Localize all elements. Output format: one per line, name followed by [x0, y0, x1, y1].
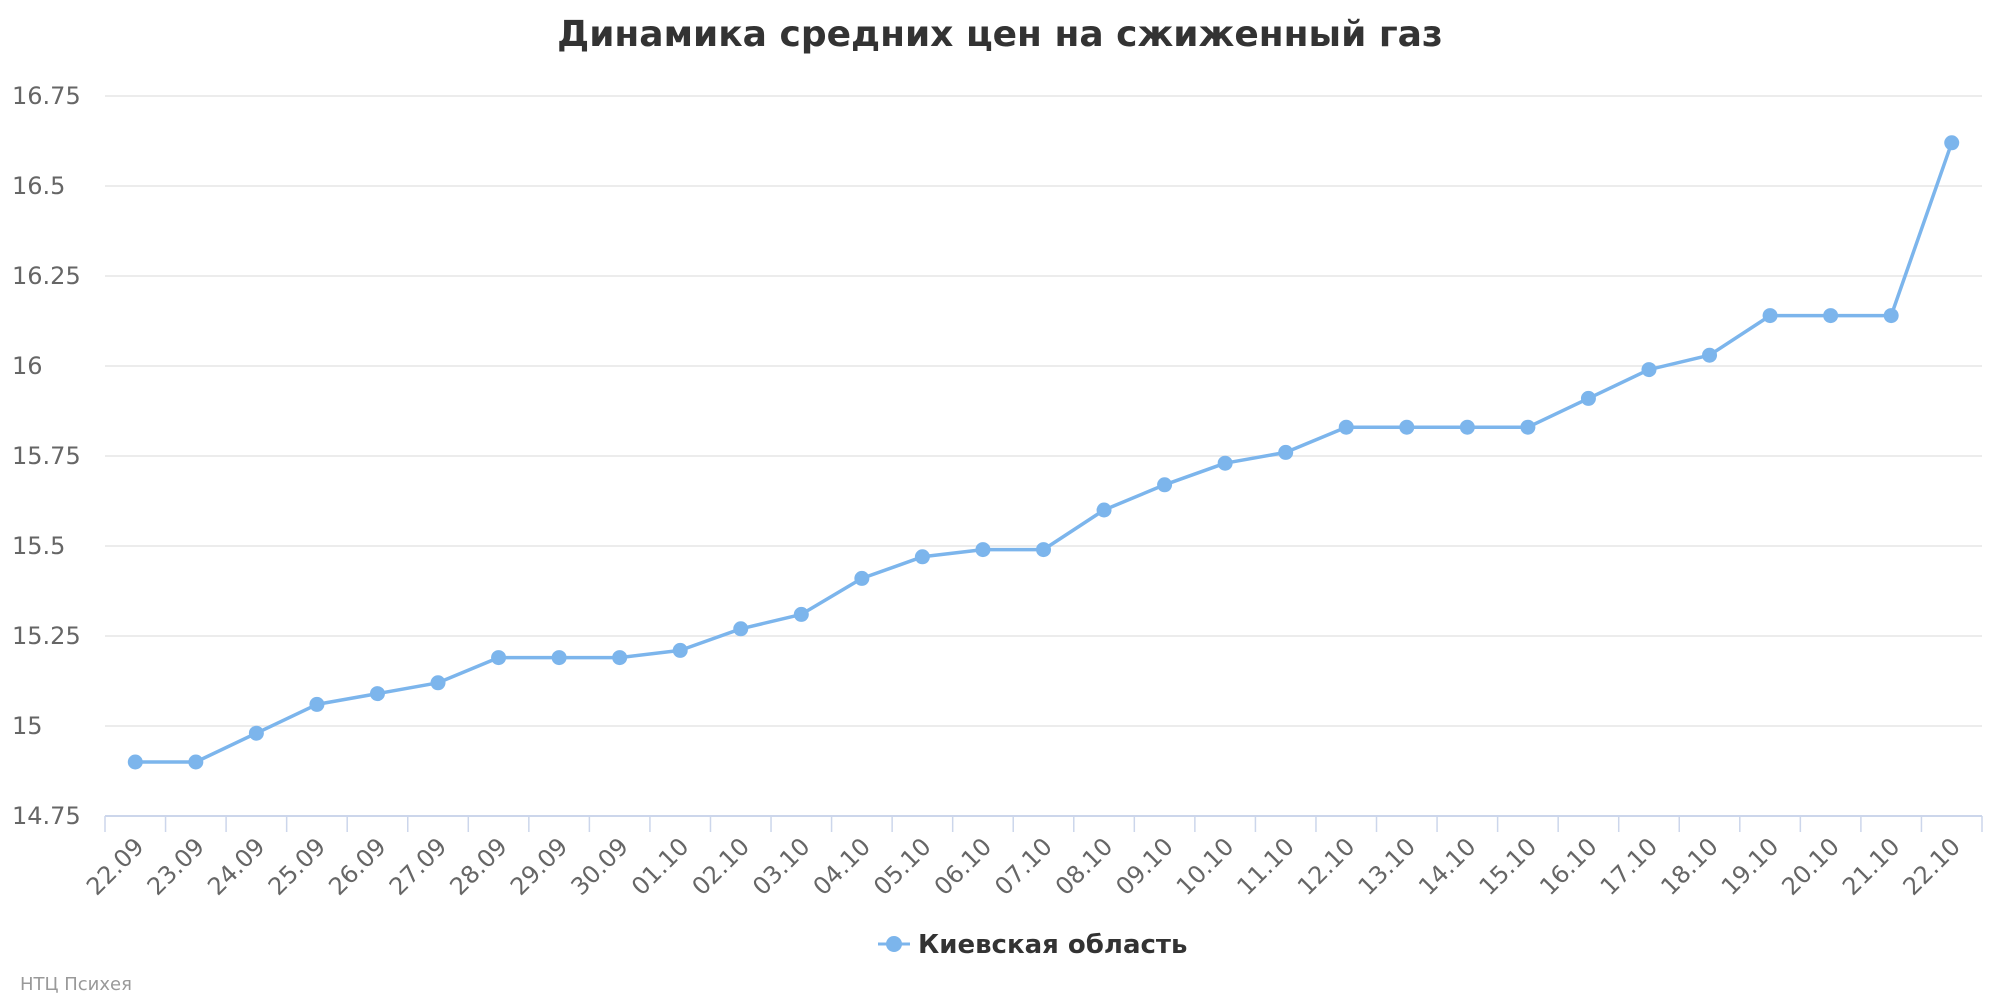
credit-text[interactable]: НТЦ Психея	[20, 974, 132, 995]
data-point[interactable]	[733, 621, 749, 637]
data-point[interactable]	[793, 606, 809, 622]
y-tick-label: 14.75	[12, 802, 81, 830]
data-point[interactable]	[1944, 135, 1960, 151]
data-point[interactable]	[1157, 477, 1173, 493]
x-tick-label: 21.10	[1837, 832, 1905, 900]
y-tick-label: 15.75	[12, 442, 81, 470]
x-tick-label: 22.09	[81, 832, 149, 900]
series-kiev-oblast	[127, 135, 1960, 770]
y-tick-label: 16	[12, 352, 43, 380]
data-point[interactable]	[551, 650, 567, 666]
x-tick-label: 13.10	[1353, 832, 1421, 900]
x-tick-label: 22.10	[1898, 832, 1966, 900]
x-tick-label: 10.10	[1171, 832, 1239, 900]
x-tick-label: 06.10	[929, 832, 997, 900]
data-point[interactable]	[1278, 444, 1294, 460]
data-point[interactable]	[127, 754, 143, 770]
x-tick-label: 30.09	[566, 832, 634, 900]
x-tick-label: 12.10	[1292, 832, 1360, 900]
chart-title: Динамика средних цен на сжиженный газ	[557, 14, 1443, 55]
data-point[interactable]	[1459, 419, 1475, 435]
data-point[interactable]	[1883, 308, 1899, 324]
data-point[interactable]	[430, 675, 446, 691]
x-tick-label: 17.10	[1595, 832, 1663, 900]
grid-lines	[105, 95, 1982, 727]
series-line	[135, 142, 1954, 764]
data-point[interactable]	[1823, 308, 1839, 324]
y-tick-label: 15.25	[12, 622, 81, 650]
y-axis-tick-labels: 14.75 15 15.25 15.5 15.75 16 16.25 16.5 16.75	[12, 82, 81, 830]
data-point[interactable]	[1036, 542, 1051, 558]
x-tick-label: 29.09	[505, 832, 573, 900]
x-tick-label: 19.10	[1716, 832, 1784, 900]
data-point[interactable]	[369, 686, 385, 702]
y-tick-label: 16.5	[12, 172, 65, 200]
x-axis	[104, 815, 1983, 832]
data-point[interactable]	[672, 642, 688, 658]
x-axis-tick-labels: 22.0923.0924.0925.0926.0927.0928.0929.09…	[81, 832, 1966, 900]
legend[interactable]: Киевская область	[878, 930, 1187, 960]
legend-marker-icon	[886, 936, 902, 952]
x-tick-label: 25.09	[263, 832, 331, 900]
data-point[interactable]	[1217, 455, 1233, 471]
x-tick-label: 05.10	[868, 832, 936, 900]
x-tick-label: 08.10	[1050, 832, 1118, 900]
data-point[interactable]	[1096, 502, 1112, 518]
x-tick-label: 16.10	[1534, 832, 1602, 900]
data-point[interactable]	[309, 696, 325, 712]
y-tick-label: 16.25	[12, 262, 81, 290]
data-point[interactable]	[1338, 419, 1354, 435]
data-point[interactable]	[1702, 347, 1718, 363]
x-tick-label: 18.10	[1655, 832, 1723, 900]
x-tick-label: 04.10	[808, 832, 876, 900]
x-tick-label: 03.10	[747, 832, 815, 900]
legend-series-name: Киевская область	[918, 930, 1187, 960]
data-point[interactable]	[248, 725, 264, 741]
data-point[interactable]	[1641, 362, 1657, 378]
data-point[interactable]	[1762, 308, 1778, 324]
data-point[interactable]	[1399, 419, 1415, 435]
y-tick-label: 15	[12, 712, 43, 740]
x-tick-label: 24.09	[202, 832, 270, 900]
x-tick-label: 09.10	[1110, 832, 1178, 900]
x-tick-label: 01.10	[626, 832, 694, 900]
data-point[interactable]	[1580, 390, 1596, 406]
data-point[interactable]	[491, 650, 507, 666]
x-tick-label: 26.09	[323, 832, 391, 900]
data-point[interactable]	[1520, 419, 1536, 435]
x-tick-label: 15.10	[1474, 832, 1542, 900]
data-point[interactable]	[612, 650, 628, 666]
x-tick-label: 28.09	[444, 832, 512, 900]
x-tick-label: 11.10	[1232, 832, 1300, 900]
data-point[interactable]	[854, 570, 870, 586]
x-tick-label: 14.10	[1413, 832, 1481, 900]
x-tick-label: 02.10	[687, 832, 755, 900]
data-point[interactable]	[188, 754, 204, 770]
x-tick-label: 23.09	[142, 832, 210, 900]
x-tick-label: 07.10	[989, 832, 1057, 900]
y-tick-label: 16.75	[12, 82, 81, 110]
y-tick-label: 15.5	[12, 532, 65, 560]
x-tick-label: 20.10	[1776, 832, 1844, 900]
x-tick-label: 27.09	[384, 832, 452, 900]
data-point[interactable]	[975, 542, 991, 558]
data-point[interactable]	[914, 549, 930, 565]
